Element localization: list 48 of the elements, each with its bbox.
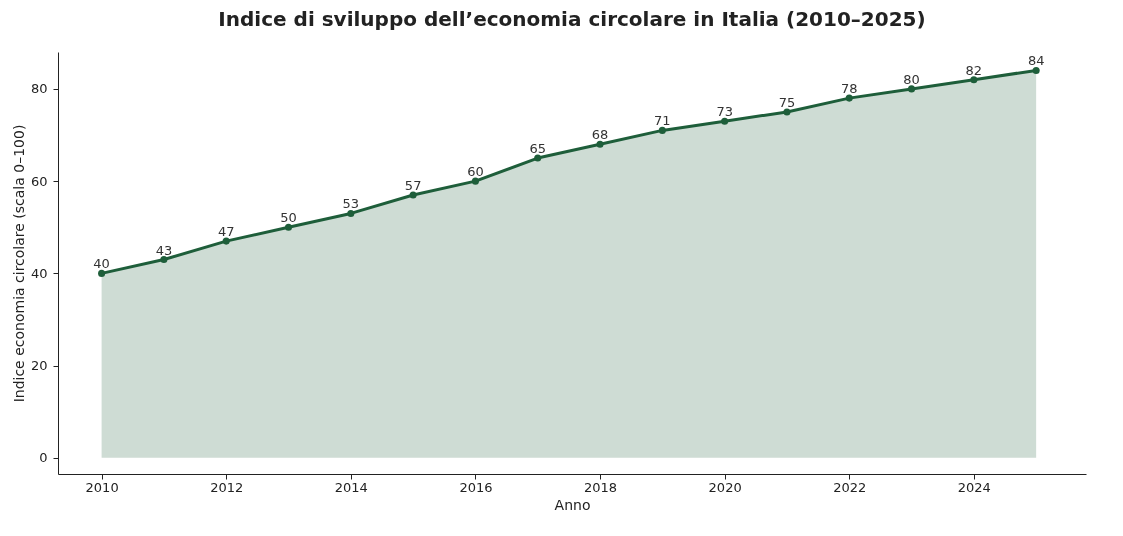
y-tick-label: 80 xyxy=(30,81,48,97)
point xyxy=(845,94,853,102)
point xyxy=(98,269,106,277)
data-label: 57 xyxy=(404,177,422,193)
y-axis-title: Indice economia circolare (scala 0–100) xyxy=(10,124,27,403)
x-tick-label: 2024 xyxy=(957,479,991,495)
data-label: 40 xyxy=(93,256,110,272)
data-label: 82 xyxy=(965,62,983,78)
point xyxy=(160,256,168,264)
data-label: 53 xyxy=(342,196,360,212)
data-label: 84 xyxy=(1027,53,1045,69)
x-tick-label: 2014 xyxy=(334,479,368,495)
data-label: 78 xyxy=(840,81,858,97)
data-label: 50 xyxy=(280,210,297,226)
x-tick-label: 2012 xyxy=(210,479,244,495)
point xyxy=(721,117,729,125)
point xyxy=(222,237,230,245)
data-label: 43 xyxy=(155,242,173,258)
point xyxy=(1032,66,1040,74)
point xyxy=(658,126,666,134)
x-tick-label: 2010 xyxy=(85,479,119,495)
y-tick-label: 0 xyxy=(39,450,48,466)
point xyxy=(596,140,604,148)
point xyxy=(534,154,542,162)
data-label: 71 xyxy=(654,113,671,129)
data-label: 80 xyxy=(903,71,920,87)
data-label: 60 xyxy=(467,164,484,180)
point xyxy=(471,177,479,185)
y-tick-label: 20 xyxy=(30,358,48,374)
point xyxy=(908,85,916,93)
data-label: 65 xyxy=(529,141,547,157)
x-tick-label: 2022 xyxy=(833,479,867,495)
data-label: 68 xyxy=(591,127,609,143)
data-label: 47 xyxy=(217,224,235,240)
point xyxy=(783,108,791,116)
chart-title: Indice di sviluppo dell’economia circolare in Italia (2010–2025) xyxy=(218,7,926,31)
y-tick-label: 40 xyxy=(30,265,48,281)
y-tick-label: 60 xyxy=(30,173,48,189)
data-label: 75 xyxy=(778,94,796,110)
point xyxy=(347,209,355,217)
x-tick-label: 2016 xyxy=(459,479,493,495)
x-axis-title: Anno xyxy=(554,496,591,513)
x-tick-label: 2018 xyxy=(583,479,618,495)
point xyxy=(970,76,978,84)
point xyxy=(409,191,417,199)
point xyxy=(284,223,293,231)
data-label: 73 xyxy=(716,104,733,120)
x-tick-label: 2020 xyxy=(708,479,742,495)
